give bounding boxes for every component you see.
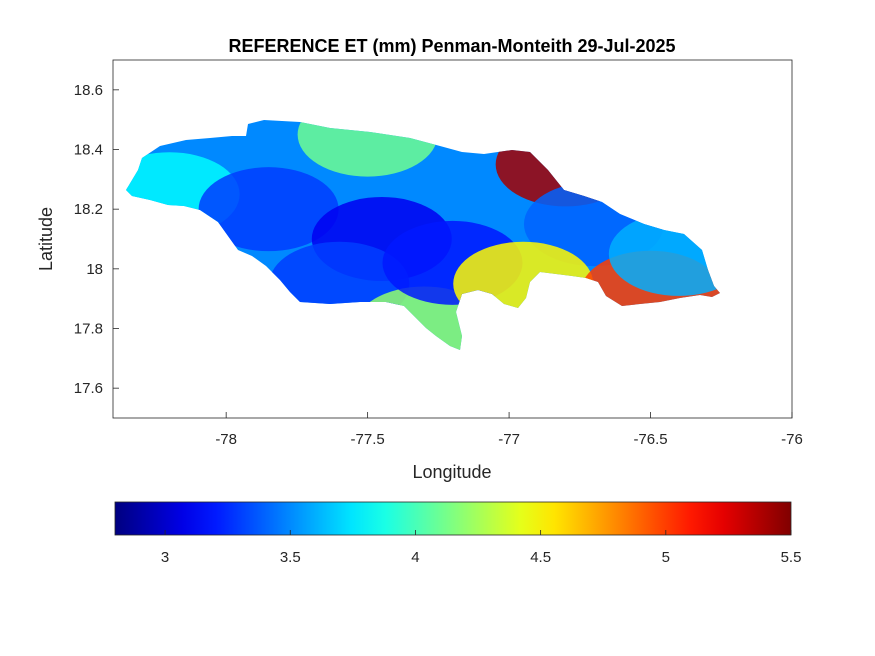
x-axis-label: Longitude <box>412 462 491 482</box>
y-axis-label: Latitude <box>36 207 56 271</box>
plot-frame <box>112 59 793 419</box>
et-region-west-central <box>198 167 339 252</box>
colorbar-tick-label: 3 <box>161 549 169 566</box>
x-tick-label: -77.5 <box>351 431 385 448</box>
colorbar-tick-label: 5.5 <box>781 549 802 566</box>
y-tick-label: 17.8 <box>74 321 103 338</box>
y-tick-label: 17.6 <box>74 380 103 397</box>
x-tick-label: -76 <box>781 431 803 448</box>
colorbar-ticks: 3 3.5 4 4.5 5 5.5 <box>161 530 802 566</box>
y-tick-label: 18 <box>86 261 103 278</box>
colorbar-tick-label: 4.5 <box>530 549 551 566</box>
chart-title: REFERENCE ET (mm) Penman-Monteith 29-Jul… <box>228 36 675 56</box>
y-tick-label: 18.6 <box>74 82 103 99</box>
colorbar-gradient <box>114 501 792 536</box>
colorbar-tick-label: 3.5 <box>280 549 301 566</box>
y-tick-label: 18.4 <box>74 142 103 159</box>
x-tick-label: -78 <box>215 431 237 448</box>
et-region-north-coast <box>297 120 438 177</box>
colorbar-tick-label: 5 <box>662 549 670 566</box>
colorbar-tick-label: 4 <box>411 549 419 566</box>
map-area <box>112 59 793 419</box>
x-tick-label: -76.5 <box>633 431 667 448</box>
x-tick-label: -77 <box>498 431 520 448</box>
y-axis: 17.6 17.8 18 18.2 18.4 18.6 <box>74 82 119 397</box>
colorbar: 3 3.5 4 4.5 5 5.5 <box>114 501 802 566</box>
y-tick-label: 18.2 <box>74 201 103 218</box>
x-axis: -78 -77.5 -77 -76.5 -76 <box>215 412 803 448</box>
